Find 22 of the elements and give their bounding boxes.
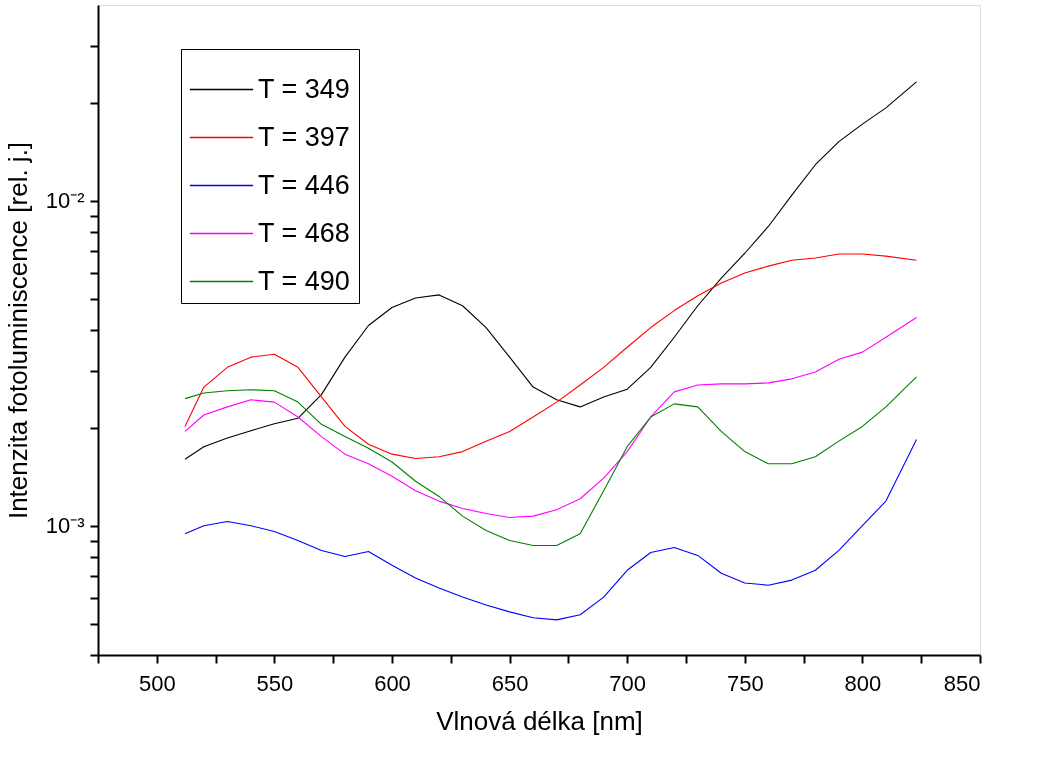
line-series — [184, 253, 918, 459]
x-tick-label: 850 — [943, 670, 981, 696]
line-series — [184, 439, 918, 621]
x-tick-label: 800 — [844, 670, 882, 696]
x-axis-title: Vlnová délka [nm] — [436, 705, 643, 736]
x-tick-label: 750 — [726, 670, 764, 696]
x-tick-label: 650 — [491, 670, 529, 696]
legend-label: T = 490 — [258, 265, 350, 296]
legend-label: T = 397 — [258, 121, 350, 152]
legend-label: T = 349 — [258, 73, 350, 104]
legend-label: T = 446 — [258, 169, 350, 200]
legend-label: T = 468 — [258, 217, 350, 248]
y-tick-label: 10⁻² — [45, 188, 85, 214]
line-series — [184, 376, 918, 547]
x-tick-label: 700 — [609, 670, 647, 696]
x-tick-label: 500 — [138, 670, 176, 696]
y-tick-label: 10⁻³ — [45, 513, 85, 539]
line-series — [184, 316, 918, 518]
x-tick-label: 600 — [374, 670, 411, 696]
y-axis-title: Intenzita fotoluminiscence [rel. j.] — [2, 141, 33, 520]
x-tick-label: 550 — [256, 670, 294, 696]
line-series — [184, 81, 918, 460]
